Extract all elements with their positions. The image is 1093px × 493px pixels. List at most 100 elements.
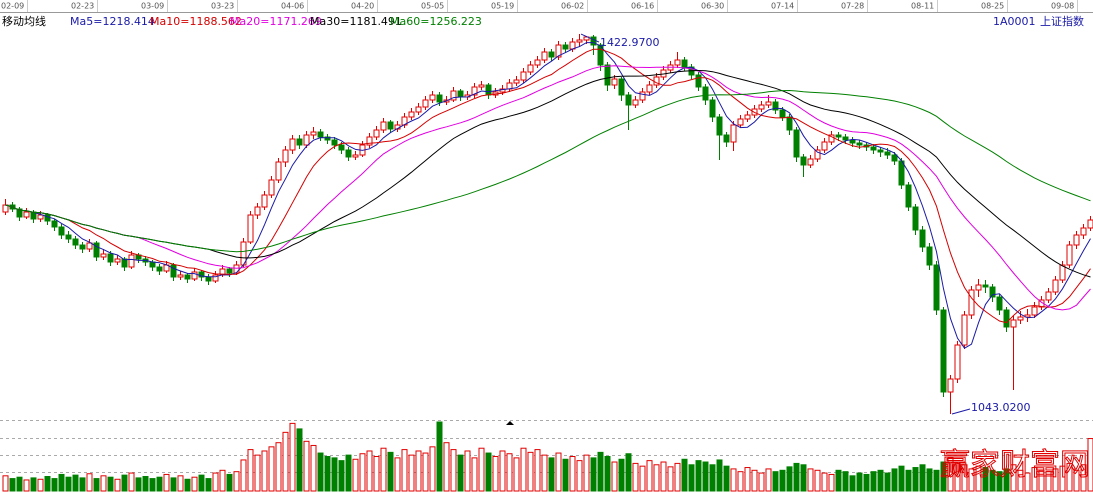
volume-bar bbox=[856, 472, 863, 492]
candle-body bbox=[527, 64, 534, 73]
candle-body bbox=[912, 206, 919, 231]
volume-bar bbox=[345, 454, 352, 492]
candle-body bbox=[170, 264, 177, 278]
volume-bar bbox=[23, 479, 30, 492]
date-label: 05-05 bbox=[421, 2, 444, 11]
candle-body bbox=[702, 86, 709, 101]
candle-body bbox=[156, 266, 163, 272]
ma-legend: Ma5=1218.414 bbox=[70, 15, 155, 28]
volume-bar bbox=[989, 469, 996, 492]
candle-body bbox=[303, 134, 310, 146]
candle-body bbox=[947, 378, 954, 393]
volume-bar bbox=[674, 462, 681, 492]
candle-body bbox=[898, 160, 905, 186]
candle-body bbox=[730, 124, 737, 143]
candle-body bbox=[555, 44, 562, 58]
candle-body bbox=[275, 161, 282, 181]
volume-bar bbox=[1066, 462, 1073, 492]
date-label: 06-30 bbox=[701, 2, 724, 11]
volume-bar bbox=[667, 466, 674, 492]
volume-bar bbox=[380, 447, 387, 492]
candle-body bbox=[338, 144, 345, 151]
ma-legend: Ma60=1256.223 bbox=[390, 15, 482, 28]
volume-bar bbox=[492, 456, 499, 492]
candle-body bbox=[366, 136, 373, 146]
volume-bar bbox=[226, 473, 233, 492]
candle-body bbox=[765, 101, 772, 106]
volume-bar bbox=[296, 428, 303, 492]
date-label: 03-09 bbox=[141, 2, 164, 11]
candle-body bbox=[436, 94, 443, 103]
volume-bar bbox=[520, 447, 527, 492]
volume-bar bbox=[765, 468, 772, 492]
volume-bar bbox=[247, 449, 254, 492]
candle-body bbox=[681, 59, 688, 68]
candle-body bbox=[611, 78, 618, 86]
candle-body bbox=[884, 151, 891, 156]
volume-bar bbox=[331, 457, 338, 492]
candle-body bbox=[695, 74, 702, 88]
volume-bar bbox=[751, 469, 758, 492]
candle-body bbox=[870, 146, 877, 151]
volume-bar bbox=[961, 464, 968, 492]
volume-bar bbox=[268, 446, 275, 492]
volume-bar bbox=[919, 464, 926, 492]
volume-bar bbox=[1031, 467, 1038, 492]
candle-body bbox=[541, 51, 548, 61]
volume-bar bbox=[730, 468, 737, 492]
volume-bar bbox=[135, 477, 142, 492]
candle-body bbox=[324, 136, 331, 141]
date-label: 08-25 bbox=[981, 2, 1004, 11]
volume-bar bbox=[1017, 469, 1024, 492]
candle-body bbox=[1031, 306, 1038, 316]
volume-bar bbox=[44, 476, 51, 492]
volume-bar bbox=[121, 474, 128, 492]
candle-body bbox=[65, 234, 72, 240]
candle-body bbox=[1087, 219, 1093, 229]
candle-body bbox=[268, 179, 275, 196]
date-label: 02-23 bbox=[71, 2, 94, 11]
candle-body bbox=[513, 79, 520, 84]
low-pointer bbox=[951, 408, 971, 415]
candle-body bbox=[254, 206, 261, 216]
candle-body bbox=[814, 149, 821, 160]
volume-bar bbox=[548, 457, 555, 492]
volume-bar bbox=[590, 457, 597, 492]
candle-body bbox=[191, 271, 198, 280]
candle-body bbox=[317, 131, 324, 138]
volume-bar bbox=[793, 462, 800, 492]
volume-bar bbox=[275, 442, 282, 492]
candle-body bbox=[345, 149, 352, 158]
low-label: 1043.0200 bbox=[971, 401, 1031, 414]
candle-body bbox=[961, 314, 968, 346]
volume-bar bbox=[660, 461, 667, 492]
volume-bar bbox=[142, 476, 149, 492]
candle-body bbox=[842, 136, 849, 141]
candle-body bbox=[422, 99, 429, 108]
volume-bar bbox=[800, 464, 807, 492]
candle-body bbox=[968, 289, 975, 316]
candle-body bbox=[296, 138, 303, 146]
volume-bar bbox=[835, 469, 842, 492]
volume-bar bbox=[212, 472, 219, 492]
candle-body bbox=[709, 99, 716, 118]
volume-bar bbox=[1073, 469, 1080, 492]
volume-bar bbox=[198, 474, 205, 492]
volume-bar bbox=[373, 456, 380, 492]
volume-bar bbox=[758, 472, 765, 492]
candle-body bbox=[758, 104, 765, 110]
volume-bar bbox=[401, 449, 408, 492]
volume-bar bbox=[555, 452, 562, 492]
volume-bar bbox=[1024, 472, 1031, 492]
candle-body bbox=[639, 91, 646, 101]
volume-bar bbox=[807, 468, 814, 492]
candle-body bbox=[891, 154, 898, 162]
volume-bar bbox=[506, 453, 513, 492]
candle-body bbox=[380, 121, 387, 131]
candle-body bbox=[408, 111, 415, 118]
candle-body bbox=[1010, 319, 1017, 328]
volume-bar bbox=[233, 471, 240, 492]
candle-body bbox=[905, 184, 912, 208]
candle-body bbox=[835, 134, 842, 138]
volume-bar bbox=[156, 476, 163, 492]
